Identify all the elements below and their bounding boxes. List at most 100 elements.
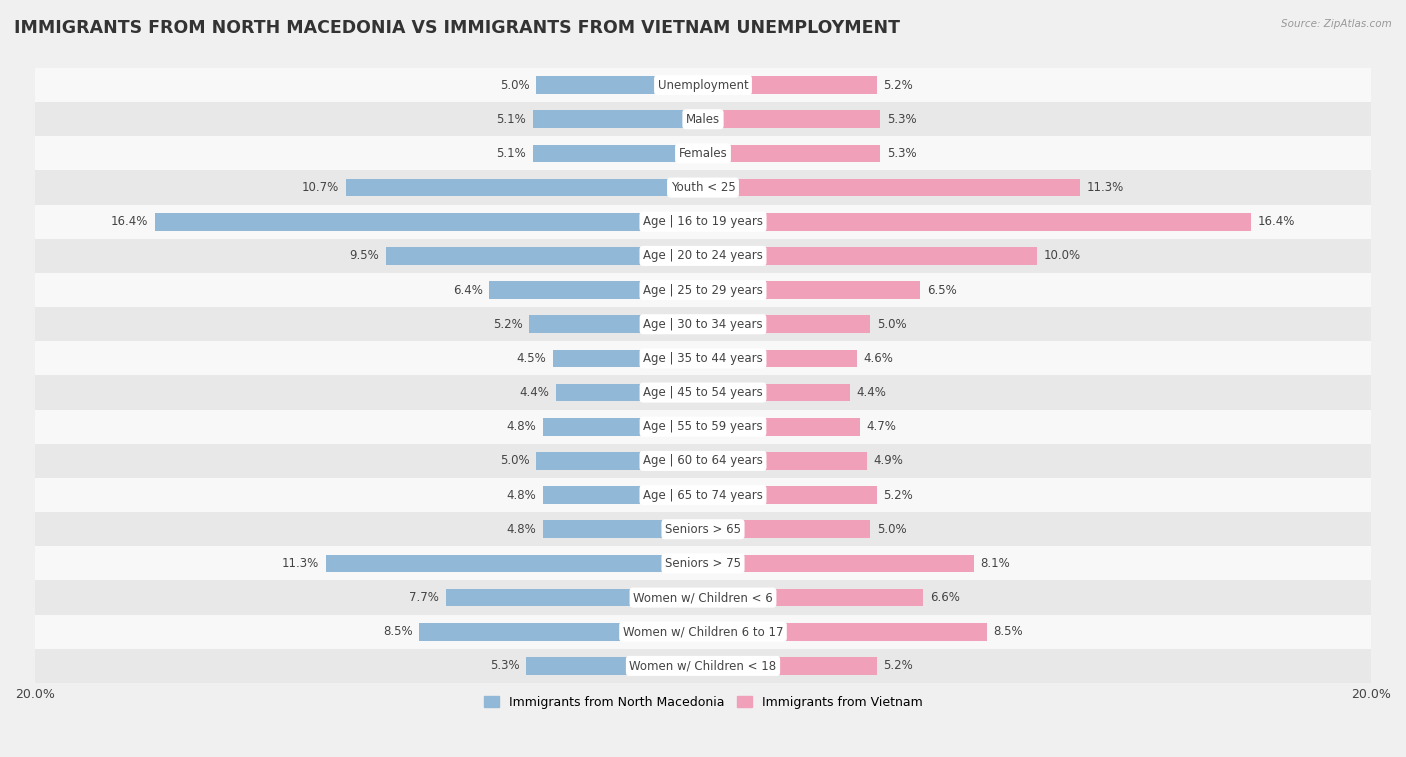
FancyBboxPatch shape [35,444,1371,478]
Bar [553,350,703,367]
Text: Age | 35 to 44 years: Age | 35 to 44 years [643,352,763,365]
FancyBboxPatch shape [35,102,1371,136]
Text: 5.3%: 5.3% [489,659,519,672]
Text: 8.1%: 8.1% [980,557,1010,570]
Text: 10.0%: 10.0% [1043,249,1081,263]
Bar [703,486,877,504]
Text: 7.7%: 7.7% [409,591,439,604]
Bar [543,486,703,504]
Text: 11.3%: 11.3% [1087,181,1125,194]
FancyBboxPatch shape [35,204,1371,238]
Text: Age | 55 to 59 years: Age | 55 to 59 years [643,420,763,433]
Text: 5.2%: 5.2% [883,488,912,502]
Bar [529,316,703,333]
Text: 4.8%: 4.8% [506,420,536,433]
Bar [703,213,1251,231]
Text: 4.8%: 4.8% [506,523,536,536]
Bar [703,111,880,128]
Text: 4.6%: 4.6% [863,352,893,365]
Text: IMMIGRANTS FROM NORTH MACEDONIA VS IMMIGRANTS FROM VIETNAM UNEMPLOYMENT: IMMIGRANTS FROM NORTH MACEDONIA VS IMMIG… [14,19,900,37]
Text: 5.2%: 5.2% [883,659,912,672]
Text: 5.2%: 5.2% [494,318,523,331]
Text: Age | 45 to 54 years: Age | 45 to 54 years [643,386,763,399]
Text: Females: Females [679,147,727,160]
Text: 4.4%: 4.4% [856,386,887,399]
Text: 10.7%: 10.7% [302,181,339,194]
Bar [703,657,877,674]
Text: 5.0%: 5.0% [499,454,529,467]
Text: Age | 20 to 24 years: Age | 20 to 24 years [643,249,763,263]
FancyBboxPatch shape [35,478,1371,512]
Bar [703,623,987,640]
Bar [703,589,924,606]
Text: 5.0%: 5.0% [877,318,907,331]
Text: Age | 65 to 74 years: Age | 65 to 74 years [643,488,763,502]
FancyBboxPatch shape [35,68,1371,102]
Bar [703,247,1038,265]
FancyBboxPatch shape [35,581,1371,615]
Bar [703,76,877,94]
Bar [703,520,870,538]
Bar [703,452,866,470]
Bar [703,384,851,401]
Bar [446,589,703,606]
Text: Women w/ Children < 18: Women w/ Children < 18 [630,659,776,672]
Text: Source: ZipAtlas.com: Source: ZipAtlas.com [1281,19,1392,29]
Text: 4.9%: 4.9% [873,454,903,467]
FancyBboxPatch shape [35,341,1371,375]
Text: 5.3%: 5.3% [887,113,917,126]
Text: 5.1%: 5.1% [496,147,526,160]
FancyBboxPatch shape [35,649,1371,683]
Text: 11.3%: 11.3% [281,557,319,570]
Text: Women w/ Children < 6: Women w/ Children < 6 [633,591,773,604]
Text: 5.1%: 5.1% [496,113,526,126]
Bar [703,555,973,572]
FancyBboxPatch shape [35,375,1371,410]
Text: Youth < 25: Youth < 25 [671,181,735,194]
FancyBboxPatch shape [35,410,1371,444]
Bar [526,657,703,674]
Bar [703,281,920,299]
Text: 5.2%: 5.2% [883,79,912,92]
Legend: Immigrants from North Macedonia, Immigrants from Vietnam: Immigrants from North Macedonia, Immigra… [478,690,928,714]
Text: 9.5%: 9.5% [349,249,380,263]
Text: Seniors > 65: Seniors > 65 [665,523,741,536]
Bar [703,350,856,367]
Text: 4.7%: 4.7% [866,420,897,433]
Text: Age | 60 to 64 years: Age | 60 to 64 years [643,454,763,467]
Bar [385,247,703,265]
Text: 5.0%: 5.0% [499,79,529,92]
Text: 6.5%: 6.5% [927,284,956,297]
FancyBboxPatch shape [35,170,1371,204]
Bar [536,76,703,94]
Text: 4.8%: 4.8% [506,488,536,502]
Text: 6.4%: 6.4% [453,284,482,297]
Text: Age | 16 to 19 years: Age | 16 to 19 years [643,215,763,229]
Text: Unemployment: Unemployment [658,79,748,92]
Bar [533,111,703,128]
Bar [155,213,703,231]
Bar [536,452,703,470]
FancyBboxPatch shape [35,273,1371,307]
Text: Women w/ Children 6 to 17: Women w/ Children 6 to 17 [623,625,783,638]
Bar [543,520,703,538]
Bar [346,179,703,197]
Bar [419,623,703,640]
Text: 4.5%: 4.5% [516,352,546,365]
Bar [703,316,870,333]
Bar [533,145,703,162]
Bar [703,145,880,162]
FancyBboxPatch shape [35,307,1371,341]
Text: 16.4%: 16.4% [111,215,149,229]
Bar [543,418,703,435]
Text: Seniors > 75: Seniors > 75 [665,557,741,570]
FancyBboxPatch shape [35,136,1371,170]
Bar [489,281,703,299]
Text: Age | 30 to 34 years: Age | 30 to 34 years [643,318,763,331]
Bar [703,179,1080,197]
Text: Males: Males [686,113,720,126]
Text: Age | 25 to 29 years: Age | 25 to 29 years [643,284,763,297]
Text: 8.5%: 8.5% [994,625,1024,638]
Text: 16.4%: 16.4% [1257,215,1295,229]
FancyBboxPatch shape [35,547,1371,581]
